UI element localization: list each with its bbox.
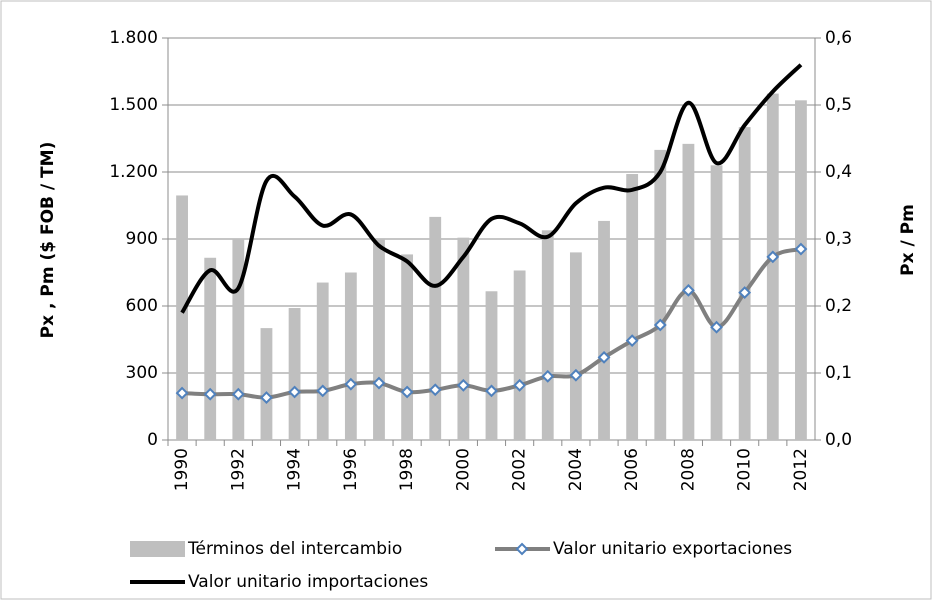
x-tick-label: 1990 xyxy=(172,448,192,491)
y2-tick-label: 0,1 xyxy=(825,363,852,383)
marker xyxy=(372,376,386,390)
bar xyxy=(541,230,554,440)
legend-label: Valor unitario exportaciones xyxy=(553,539,792,559)
y2-tick-label: 0,2 xyxy=(825,296,852,316)
marker xyxy=(344,377,358,391)
marker xyxy=(400,385,414,399)
bar xyxy=(485,291,498,440)
y2-tick-label: 0,0 xyxy=(825,430,852,450)
bar xyxy=(738,127,751,441)
marker xyxy=(288,385,302,399)
bar xyxy=(373,239,385,440)
bar xyxy=(204,257,217,440)
bar xyxy=(795,100,807,440)
bar xyxy=(176,195,188,440)
marker xyxy=(766,250,780,264)
bar xyxy=(598,220,610,440)
bar xyxy=(513,270,526,440)
x-tick-label: 1998 xyxy=(397,448,417,491)
marker xyxy=(231,387,245,401)
marker xyxy=(710,320,723,334)
bar xyxy=(344,272,357,440)
marker xyxy=(681,283,695,297)
x-tick-label: 2000 xyxy=(453,448,473,491)
x-tick-label: 2004 xyxy=(566,448,586,491)
y2-axis-title: Px / Pm xyxy=(898,204,918,276)
marker xyxy=(597,350,611,364)
legend-label: Términos del intercambio xyxy=(187,539,402,559)
bar xyxy=(429,216,442,440)
legend-marker xyxy=(515,542,529,556)
marker xyxy=(513,378,527,392)
marker xyxy=(653,318,667,332)
y-tick-label: 300 xyxy=(126,363,158,383)
bar xyxy=(569,252,582,440)
bar xyxy=(260,328,273,440)
y-axis-title: Px , Pm ($ FOB / TM) xyxy=(38,142,58,339)
x-tick-label: 2012 xyxy=(791,448,811,491)
y-tick-label: 0 xyxy=(147,430,158,450)
bar xyxy=(288,308,301,440)
marker xyxy=(456,378,470,392)
line xyxy=(180,63,803,314)
x-tick-label: 2010 xyxy=(735,448,755,491)
bar xyxy=(766,93,779,441)
y2-tick-label: 0,4 xyxy=(825,162,852,182)
legend-swatch xyxy=(130,541,185,557)
bar xyxy=(316,282,329,440)
y2-tick-label: 0,5 xyxy=(825,95,852,115)
y-tick-label: 900 xyxy=(126,229,158,249)
marker xyxy=(738,286,752,300)
marker xyxy=(175,386,189,400)
x-tick-label: 1996 xyxy=(341,448,361,491)
x-tick-label: 1994 xyxy=(285,448,305,491)
marker xyxy=(569,368,583,382)
marker xyxy=(541,369,555,383)
marker xyxy=(625,334,639,348)
marker xyxy=(794,242,808,256)
x-tick-label: 2008 xyxy=(678,448,698,491)
marker xyxy=(428,383,442,397)
marker xyxy=(203,387,217,401)
y2-tick-label: 0,6 xyxy=(825,28,852,48)
bar xyxy=(654,149,667,440)
y-tick-label: 1.800 xyxy=(109,28,158,48)
y-tick-label: 1.500 xyxy=(109,95,158,115)
bar xyxy=(232,239,245,440)
marker xyxy=(260,391,273,404)
y-tick-label: 600 xyxy=(126,296,158,316)
marker xyxy=(316,384,330,398)
y-tick-label: 1.200 xyxy=(109,162,158,182)
bar xyxy=(457,237,470,440)
bar xyxy=(401,254,414,440)
y2-tick-label: 0,3 xyxy=(825,229,852,249)
bar xyxy=(626,174,639,440)
legend-label: Valor unitario importaciones xyxy=(188,572,428,592)
x-tick-label: 1992 xyxy=(228,448,248,491)
marker xyxy=(485,384,498,398)
bar xyxy=(710,165,723,441)
x-tick-label: 2006 xyxy=(622,448,642,491)
x-tick-label: 2002 xyxy=(510,448,530,491)
